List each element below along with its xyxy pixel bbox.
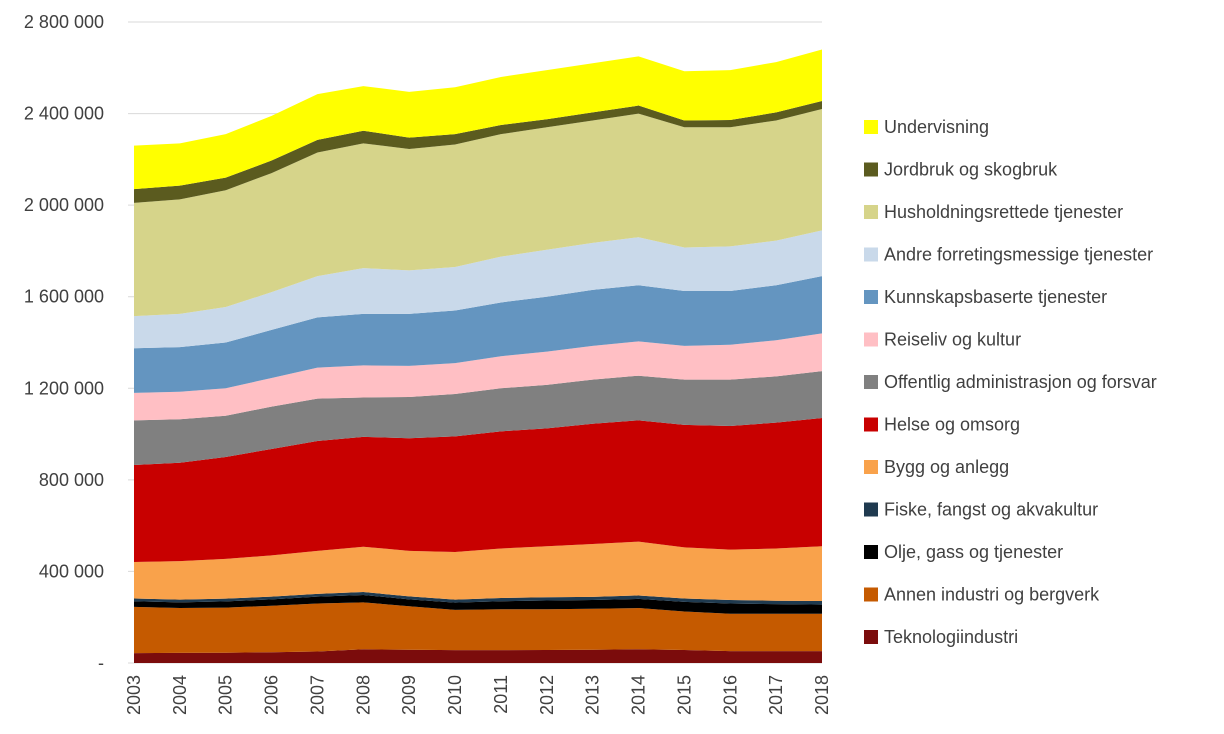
x-tick-label: 2006 [262,675,282,715]
x-tick-label: 2003 [124,675,144,715]
legend-swatch [864,375,878,389]
legend-label: Husholdningsrettede tjenester [884,202,1123,222]
x-tick-label: 2005 [216,675,236,715]
legend-swatch [864,247,878,262]
legend-swatch [864,460,878,474]
legend-swatch [864,162,878,177]
legend-label: Olje, gass og tjenester [884,542,1063,562]
y-tick-label: 400 000 [39,561,104,581]
legend-label: Annen industri og bergverk [884,585,1100,605]
area [134,276,822,393]
legend-swatch [864,332,878,347]
area [134,602,822,654]
area [134,333,822,421]
area [134,100,822,203]
x-tick-label: 2018 [812,675,832,715]
y-tick-label: 800 000 [39,470,104,490]
area [134,541,822,601]
x-tick-label: 2004 [170,675,190,715]
area [134,592,822,605]
legend-label: Bygg og anlegg [884,457,1009,477]
y-tick-label: 1 600 000 [24,287,104,307]
y-tick-label: 2 400 000 [24,104,104,124]
x-tick-label: 2007 [307,675,327,715]
area [134,418,822,563]
area [134,230,822,349]
legend-label: Fiske, fangst og akvakultur [884,500,1098,520]
x-tick-label: 2015 [674,675,694,715]
area [134,649,822,663]
x-tick-label: 2013 [583,675,603,715]
legend-swatch [864,120,878,134]
x-tick-label: 2012 [537,675,557,715]
legend-label: Reiseliv og kultur [884,330,1021,350]
area [134,49,822,190]
legend-swatch [864,502,878,517]
legend-swatch [864,630,878,644]
legend-label: Andre forretingsmessige tjenester [884,245,1153,265]
x-tick-label: 2011 [491,675,511,714]
legend-swatch [864,587,878,602]
legend-swatch [864,205,878,219]
x-tick-label: 2017 [766,675,786,715]
legend-label: Jordbruk og skogbruk [884,160,1058,180]
y-tick-label: 2 000 000 [24,195,104,215]
x-tick-label: 2008 [353,675,373,715]
y-tick-label: - [98,653,104,673]
legend-swatch [864,545,878,559]
legend-label: Kunnskapsbaserte tjenester [884,287,1107,307]
legend-label: Undervisning [884,117,989,137]
legend-swatch [864,290,878,304]
y-tick-label: 2 800 000 [24,12,104,32]
x-tick-label: 2009 [399,675,419,715]
x-tick-label: 2010 [445,675,465,715]
area [134,595,822,614]
legend-label: Offentlig administrasjon og forsvar [884,372,1157,392]
x-tick-label: 2014 [629,675,649,715]
legend-label: Teknologiindustri [884,627,1018,647]
area [134,108,822,317]
area [134,371,822,465]
legend-swatch [864,417,878,432]
legend-label: Helse og omsorg [884,415,1020,435]
x-tick-label: 2016 [720,675,740,715]
y-tick-label: 1 200 000 [24,378,104,398]
